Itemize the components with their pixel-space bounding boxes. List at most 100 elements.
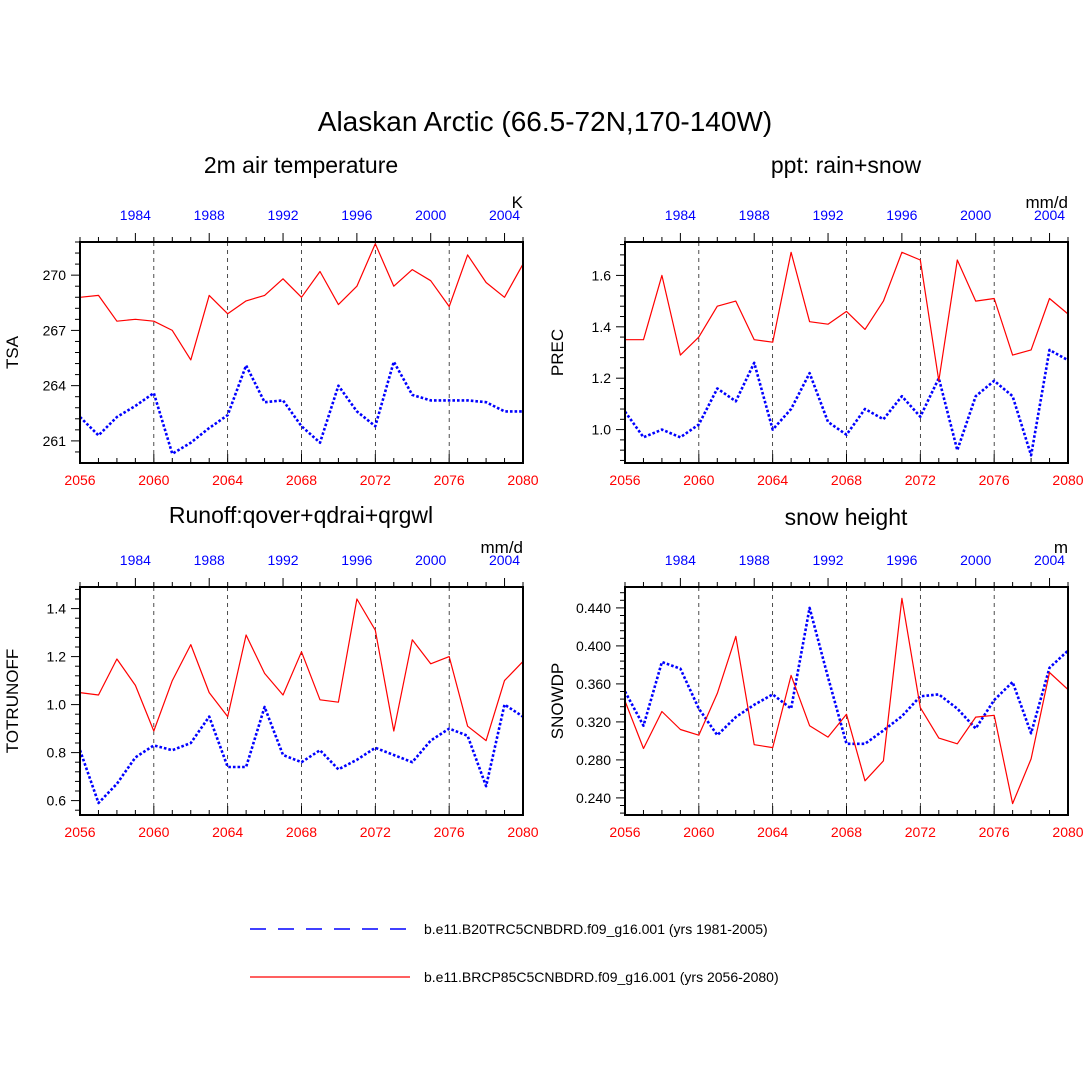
y-tick-label: 1.4 [47, 601, 67, 617]
x-tick-label: 2072 [360, 472, 391, 488]
series-line-future [79, 243, 524, 361]
x-tick-label: 2056 [64, 472, 95, 488]
y-tick-label: 0.320 [576, 714, 611, 730]
x-top-tick-label: 1984 [665, 552, 696, 568]
x-top-tick-label: 2004 [1034, 207, 1065, 223]
y-tick-label: 0.280 [576, 752, 611, 768]
x-tick-label: 2068 [831, 472, 862, 488]
x-tick-label: 2060 [138, 824, 169, 840]
x-top-tick-label: 2000 [960, 207, 991, 223]
x-top-tick-label: 1992 [812, 552, 843, 568]
y-tick-label: 0.240 [576, 790, 611, 806]
chart-title: Runoff:qover+qdrai+qrgwl [169, 502, 433, 528]
y-tick-label: 267 [43, 322, 67, 338]
y-axis-label: SNOWDP [548, 663, 567, 740]
x-tick-label: 2068 [286, 824, 317, 840]
chart-title: ppt: rain+snow [771, 152, 922, 178]
units-label: m [1054, 538, 1068, 557]
y-tick-label: 0.8 [47, 745, 67, 761]
x-tick-label: 2056 [64, 824, 95, 840]
x-top-tick-label: 2004 [489, 207, 520, 223]
x-tick-label: 2076 [434, 472, 465, 488]
y-tick-label: 270 [43, 267, 67, 283]
x-top-tick-label: 1988 [194, 552, 225, 568]
legend-historical-label: b.e11.B20TRC5CNBDRD.f09_g16.001 (yrs 198… [424, 921, 768, 937]
series-line-historical [78, 703, 524, 805]
x-top-tick-label: 1996 [886, 207, 917, 223]
units-label: K [512, 193, 524, 212]
figure-title: Alaskan Arctic (66.5-72N,170-140W) [318, 106, 772, 137]
x-tick-label: 2056 [609, 824, 640, 840]
x-tick-label: 2076 [979, 472, 1010, 488]
series-line-future [625, 251, 1069, 382]
x-top-tick-label: 1996 [886, 552, 917, 568]
chart-title: snow height [785, 504, 908, 530]
units-label: mm/d [481, 538, 524, 557]
y-tick-label: 0.360 [576, 676, 611, 692]
y-tick-label: 1.0 [592, 422, 612, 438]
x-tick-label: 2072 [905, 824, 936, 840]
x-tick-label: 2068 [286, 472, 317, 488]
x-top-tick-label: 1992 [267, 207, 298, 223]
series-line-historical [623, 348, 1069, 457]
series-line-future [624, 597, 1069, 805]
y-tick-label: 1.2 [592, 370, 612, 386]
x-top-tick-label: 2000 [415, 207, 446, 223]
chart-panel-2: Runoff:qover+qdrai+qrgwl mm/d TOTRUNOFF 205… [3, 502, 539, 840]
y-tick-label: 0.6 [47, 793, 67, 809]
x-tick-label: 2080 [1052, 472, 1083, 488]
panels: 2m air temperature K TSA 2056 2060 2064 2068 20… [3, 152, 1084, 840]
legend: b.e11.B20TRC5CNBDRD.f09_g16.001 (yrs 198… [250, 921, 779, 985]
series-line-future [79, 598, 524, 742]
y-axis-label: TSA [3, 335, 22, 369]
y-tick-label: 1.6 [592, 267, 612, 283]
x-top-tick-label: 1988 [739, 552, 770, 568]
x-tick-label: 2064 [757, 824, 788, 840]
series-line-historical [623, 606, 1069, 746]
chart-title: 2m air temperature [204, 152, 398, 178]
x-top-tick-label: 1984 [665, 207, 696, 223]
y-tick-label: 1.0 [47, 697, 67, 713]
x-top-tick-label: 1992 [812, 207, 843, 223]
x-top-tick-label: 2000 [960, 552, 991, 568]
y-tick-label: 0.400 [576, 638, 611, 654]
y-tick-label: 0.440 [576, 600, 611, 616]
x-tick-label: 2076 [979, 824, 1010, 840]
y-axis-label: TOTRUNOFF [3, 649, 22, 754]
x-tick-label: 2060 [683, 824, 714, 840]
x-top-tick-label: 2004 [1034, 552, 1065, 568]
x-top-tick-label: 1996 [341, 207, 372, 223]
series-line-historical [79, 360, 523, 456]
y-tick-label: 1.2 [47, 649, 67, 665]
x-tick-label: 2056 [609, 472, 640, 488]
y-axis-label: PREC [548, 329, 567, 376]
x-tick-label: 2072 [905, 472, 936, 488]
y-tick-label: 261 [43, 433, 67, 449]
x-top-tick-label: 1996 [341, 552, 372, 568]
y-tick-label: 1.4 [592, 319, 612, 335]
x-tick-label: 2064 [212, 472, 243, 488]
x-tick-label: 2064 [212, 824, 243, 840]
x-tick-label: 2080 [507, 472, 538, 488]
x-tick-label: 2080 [1052, 824, 1083, 840]
y-tick-label: 264 [43, 378, 67, 394]
x-top-tick-label: 1984 [120, 552, 151, 568]
x-tick-label: 2068 [831, 824, 862, 840]
x-top-tick-label: 1988 [739, 207, 770, 223]
x-top-tick-label: 1992 [267, 552, 298, 568]
x-tick-label: 2076 [434, 824, 465, 840]
x-tick-label: 2060 [683, 472, 714, 488]
units-label: mm/d [1026, 193, 1069, 212]
x-top-tick-label: 1984 [120, 207, 151, 223]
x-tick-label: 2072 [360, 824, 391, 840]
x-tick-label: 2064 [757, 472, 788, 488]
x-top-tick-label: 2004 [489, 552, 520, 568]
x-top-tick-label: 2000 [415, 552, 446, 568]
chart-panel-3: snow height m SNOWDP 2056 2060 2064 2068 2072 20… [548, 504, 1084, 840]
x-tick-label: 2060 [138, 472, 169, 488]
x-top-tick-label: 1988 [194, 207, 225, 223]
chart-panel-0: 2m air temperature K TSA 2056 2060 2064 2068 20… [3, 152, 539, 488]
chart-panel-1: ppt: rain+snow mm/d PREC 2056 2060 2064 2068 20… [548, 152, 1084, 488]
